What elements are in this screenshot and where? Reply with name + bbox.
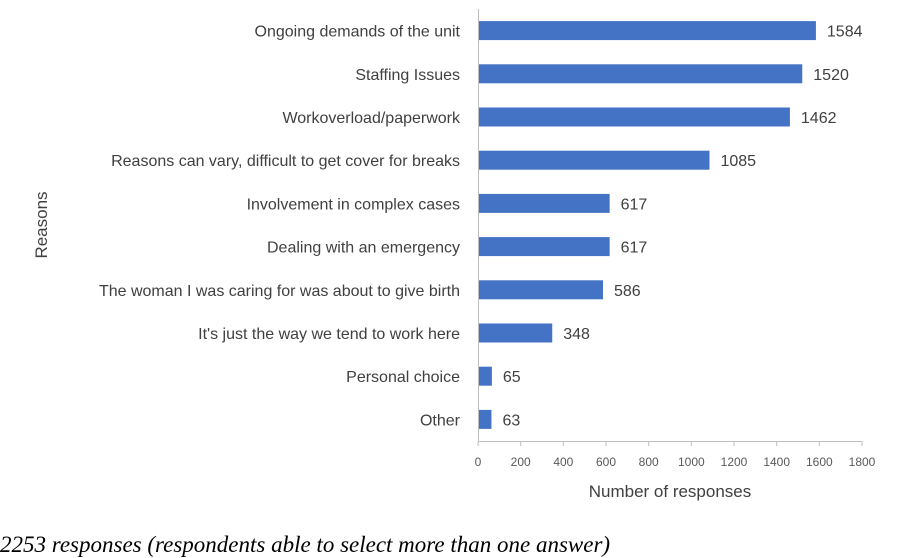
bar — [478, 193, 610, 213]
value-label: 1584 — [827, 24, 863, 41]
value-label: 586 — [614, 283, 641, 300]
x-tick-label: 1600 — [806, 455, 833, 469]
category-label: Ongoing demands of the unit — [255, 24, 461, 41]
bar — [478, 409, 492, 429]
category-labels: Ongoing demands of the unit Staffing Issu… — [99, 24, 461, 430]
bar — [478, 366, 492, 386]
bar — [478, 21, 816, 41]
x-tick-label: 1200 — [721, 455, 748, 469]
x-tick-label: 600 — [596, 455, 616, 469]
x-tick-label: 0 — [475, 455, 482, 469]
category-label: Other — [420, 412, 461, 429]
value-label: 1520 — [813, 67, 849, 84]
bar — [478, 64, 803, 84]
x-axis-title: Number of responses — [589, 482, 752, 501]
x-axis-ticks: 0 200 400 600 800 1000 1200 1400 1600 1800 — [475, 441, 876, 469]
value-label: 63 — [502, 412, 520, 429]
value-label: 1085 — [720, 153, 756, 170]
value-labels: 1584 1520 1462 1085 617 617 586 348 65 63 — [502, 24, 862, 430]
value-label: 617 — [621, 196, 648, 213]
value-label: 348 — [563, 326, 590, 343]
value-label: 1462 — [801, 110, 837, 127]
x-tick-label: 200 — [511, 455, 531, 469]
category-label: The woman I was caring for was about to … — [99, 283, 460, 300]
category-label: Personal choice — [346, 369, 460, 386]
category-label: Reasons can vary, difficult to get cover… — [111, 153, 460, 170]
footnote: 2253 responses (respondents able to sele… — [0, 532, 611, 557]
bar — [478, 237, 610, 257]
category-label: It's just the way we tend to work here — [198, 326, 460, 343]
category-label: Staffing Issues — [355, 67, 460, 84]
x-tick-label: 1400 — [763, 455, 790, 469]
x-tick-label: 400 — [553, 455, 573, 469]
category-label: Workoverload/paperwork — [282, 110, 461, 127]
y-axis-title: Reasons — [32, 191, 51, 258]
bar — [478, 280, 604, 300]
value-label: 65 — [503, 369, 521, 386]
value-label: 617 — [621, 240, 648, 257]
x-tick-label: 1800 — [849, 455, 876, 469]
bar — [478, 107, 790, 127]
x-tick-label: 1000 — [678, 455, 705, 469]
bars-group — [478, 21, 816, 429]
category-label: Dealing with an emergency — [267, 240, 460, 257]
bar — [478, 323, 553, 343]
category-label: Involvement in complex cases — [247, 196, 460, 213]
x-tick-label: 800 — [639, 455, 659, 469]
bar — [478, 150, 710, 170]
bar-chart: Ongoing demands of the unit Staffing Issu… — [32, 9, 876, 501]
